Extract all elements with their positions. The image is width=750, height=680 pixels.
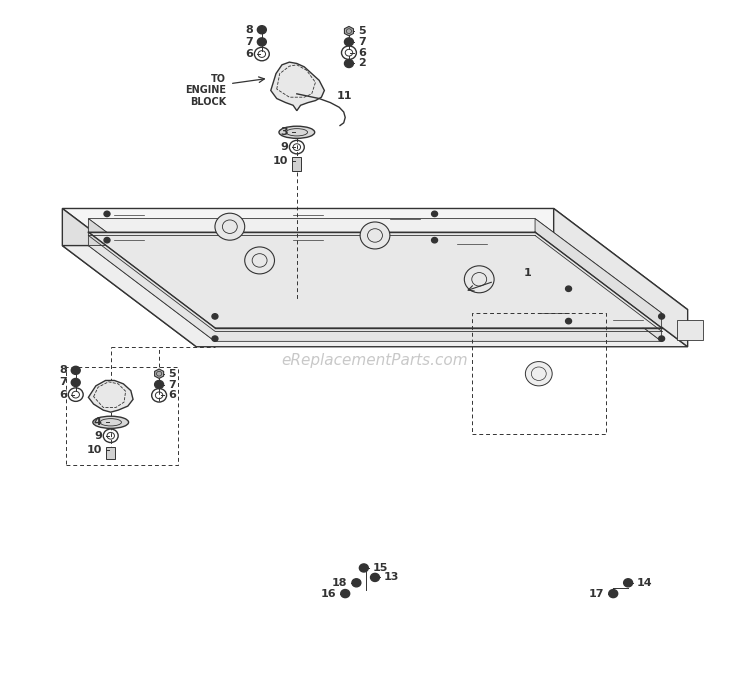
Circle shape [344, 38, 353, 46]
Circle shape [212, 336, 218, 341]
Text: 5: 5 [168, 369, 176, 379]
Text: 3: 3 [280, 127, 288, 137]
Circle shape [352, 579, 361, 587]
Circle shape [257, 26, 266, 34]
Polygon shape [554, 209, 688, 347]
Text: 1: 1 [524, 267, 532, 277]
Polygon shape [106, 447, 116, 460]
Circle shape [340, 590, 350, 598]
Text: 11: 11 [336, 91, 352, 101]
Circle shape [104, 211, 110, 216]
Circle shape [71, 367, 80, 375]
Circle shape [658, 336, 664, 341]
Circle shape [464, 266, 494, 293]
Text: 13: 13 [384, 573, 399, 582]
Polygon shape [88, 381, 133, 412]
Polygon shape [292, 157, 302, 171]
Circle shape [244, 247, 274, 274]
Circle shape [431, 237, 437, 243]
Text: 16: 16 [321, 589, 336, 598]
Text: 2: 2 [358, 58, 366, 69]
Polygon shape [88, 218, 215, 341]
Circle shape [154, 381, 164, 388]
Circle shape [359, 564, 368, 572]
Polygon shape [62, 209, 688, 309]
Circle shape [370, 573, 380, 581]
Polygon shape [676, 320, 703, 340]
Circle shape [566, 286, 572, 292]
Text: 9: 9 [94, 430, 102, 441]
Text: 6: 6 [168, 390, 176, 401]
Text: 4: 4 [94, 418, 102, 427]
Polygon shape [62, 209, 196, 347]
Text: 6: 6 [358, 48, 366, 58]
Polygon shape [88, 218, 662, 313]
Polygon shape [88, 245, 662, 341]
Text: 6: 6 [59, 390, 67, 400]
Circle shape [104, 237, 110, 243]
Text: 10: 10 [86, 445, 102, 455]
Ellipse shape [93, 416, 128, 428]
Text: 7: 7 [168, 379, 176, 390]
Polygon shape [154, 369, 164, 379]
Text: 15: 15 [373, 563, 388, 573]
Circle shape [215, 214, 244, 240]
Text: 14: 14 [637, 578, 652, 588]
Text: 7: 7 [245, 37, 253, 47]
Polygon shape [62, 245, 688, 347]
Polygon shape [344, 27, 353, 36]
Text: 7: 7 [59, 377, 67, 388]
Text: 9: 9 [280, 142, 288, 152]
Polygon shape [535, 218, 662, 341]
Polygon shape [88, 232, 662, 328]
Circle shape [431, 211, 437, 216]
Circle shape [344, 59, 353, 67]
Text: 5: 5 [358, 26, 365, 36]
Circle shape [566, 318, 572, 324]
Polygon shape [271, 62, 325, 111]
Text: 8: 8 [59, 365, 67, 375]
Text: 10: 10 [272, 156, 288, 166]
Circle shape [624, 579, 632, 587]
Text: eReplacementParts.com: eReplacementParts.com [282, 353, 468, 368]
Text: 6: 6 [245, 49, 253, 59]
Circle shape [658, 313, 664, 319]
Text: 18: 18 [332, 578, 347, 588]
Text: 7: 7 [358, 37, 366, 47]
Text: TO
ENGINE
BLOCK: TO ENGINE BLOCK [185, 74, 226, 107]
Text: 8: 8 [245, 24, 253, 35]
Circle shape [71, 379, 80, 386]
Circle shape [212, 313, 218, 319]
Ellipse shape [279, 126, 315, 138]
Circle shape [609, 590, 618, 598]
Circle shape [257, 38, 266, 46]
Circle shape [360, 222, 390, 249]
Text: 17: 17 [589, 589, 604, 598]
Circle shape [526, 362, 552, 386]
